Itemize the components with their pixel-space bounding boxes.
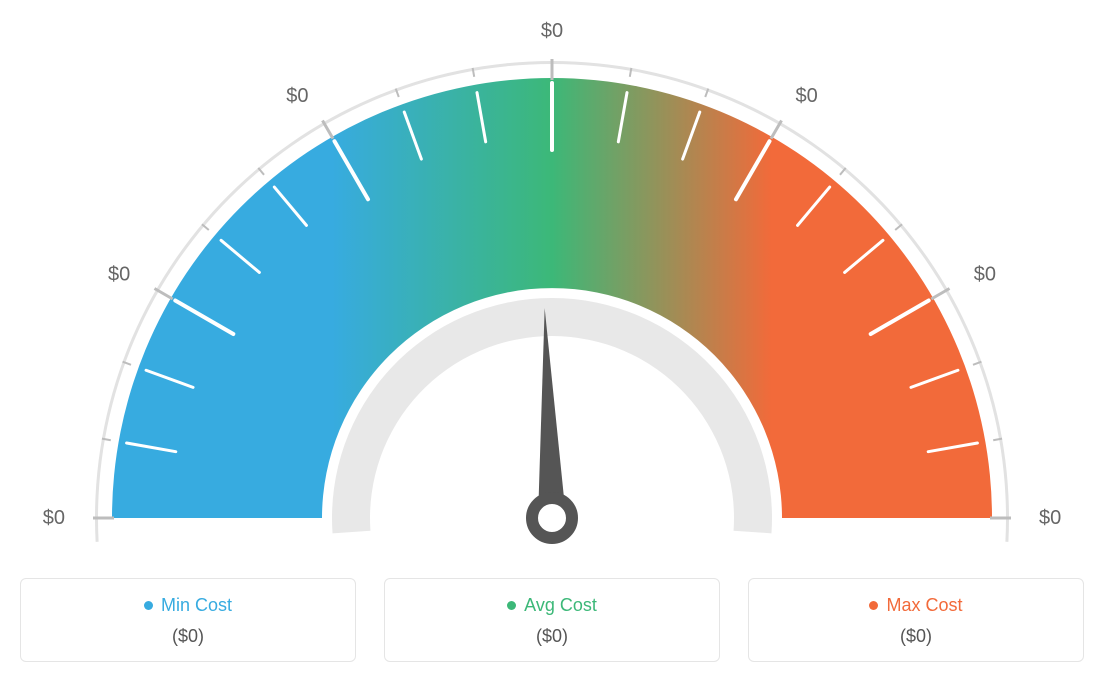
legend-card-min: Min Cost ($0): [20, 578, 356, 662]
legend-value-max: ($0): [759, 626, 1073, 647]
svg-text:$0: $0: [1039, 507, 1061, 529]
legend-title-max: Max Cost: [869, 595, 962, 616]
legend-dot-max: [869, 601, 878, 610]
legend-dot-avg: [507, 601, 516, 610]
svg-text:$0: $0: [108, 264, 130, 286]
cost-gauge-chart: $0 $0 $0 $0 $0 $0 $0: [20, 20, 1084, 560]
legend-dot-min: [144, 601, 153, 610]
legend-title-avg: Avg Cost: [507, 595, 597, 616]
legend-label-avg: Avg Cost: [524, 595, 597, 616]
legend-card-max: Max Cost ($0): [748, 578, 1084, 662]
svg-text:$0: $0: [796, 85, 818, 107]
legend-label-min: Min Cost: [161, 595, 232, 616]
legend-card-avg: Avg Cost ($0): [384, 578, 720, 662]
legend-label-max: Max Cost: [886, 595, 962, 616]
legend-value-avg: ($0): [395, 626, 709, 647]
svg-text:$0: $0: [286, 85, 308, 107]
svg-text:$0: $0: [43, 507, 65, 529]
legend-title-min: Min Cost: [144, 595, 232, 616]
legend-value-min: ($0): [31, 626, 345, 647]
svg-text:$0: $0: [541, 20, 563, 42]
gauge-svg: $0 $0 $0 $0 $0 $0 $0: [20, 20, 1084, 560]
legend-row: Min Cost ($0) Avg Cost ($0) Max Cost ($0…: [20, 578, 1084, 662]
svg-text:$0: $0: [974, 264, 996, 286]
